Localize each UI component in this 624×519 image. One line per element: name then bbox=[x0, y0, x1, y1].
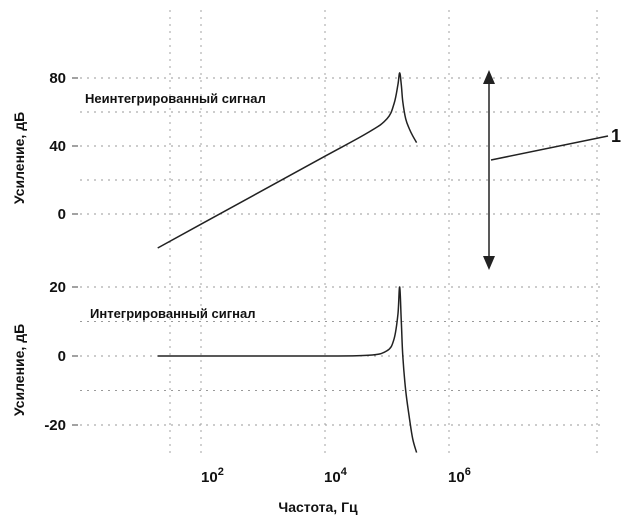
grid bbox=[80, 10, 600, 455]
unintegrated-signal-curve bbox=[157, 72, 418, 249]
y-tick-labels: 0 40 80 -20 0 20 bbox=[44, 70, 78, 434]
y-tick-label: 20 bbox=[49, 279, 66, 296]
integrated-signal-curve bbox=[157, 286, 418, 453]
y-tick-label: 0 bbox=[58, 206, 66, 223]
x-axis-title: Частота, Гц bbox=[278, 499, 358, 515]
y-tick-label: -20 bbox=[44, 417, 66, 434]
top-panel-y-axis-title: Усиление, дБ bbox=[11, 112, 27, 204]
y-tick-label: 40 bbox=[49, 138, 66, 155]
integrated-signal-label: Интегрированный сигнал bbox=[90, 306, 255, 321]
arrow-head-down bbox=[483, 256, 495, 270]
curves bbox=[157, 72, 418, 453]
x-tick-label-1e6: 106 bbox=[448, 466, 471, 486]
gain-difference-arrow bbox=[483, 70, 495, 270]
bottom-panel-y-axis-title: Усиление, дБ bbox=[11, 324, 27, 416]
callout-number: 1 bbox=[611, 126, 621, 146]
callout-leader-line bbox=[490, 135, 609, 161]
unintegrated-signal-label: Неинтегрированный сигнал bbox=[85, 91, 266, 106]
y-tick-label: 0 bbox=[58, 348, 66, 365]
x-tick-label-1e2: 102 bbox=[201, 466, 224, 486]
x-tick-label-1e4: 104 bbox=[324, 466, 348, 486]
x-tick-labels: 102 104 106 bbox=[201, 466, 471, 486]
arrow-head-up bbox=[483, 70, 495, 84]
y-tick-label: 80 bbox=[49, 70, 66, 87]
